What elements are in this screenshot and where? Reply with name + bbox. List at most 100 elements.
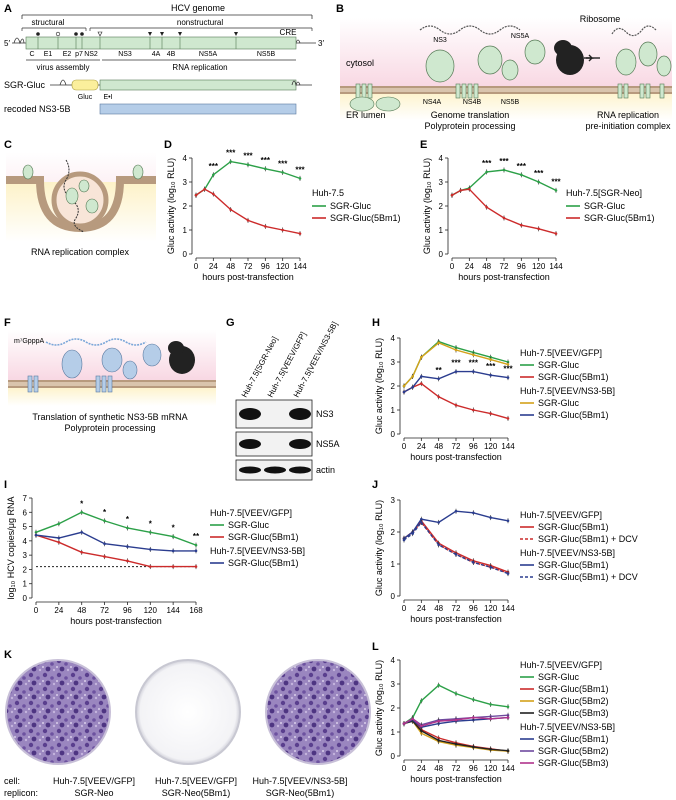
panel-f: F m⁷GpppA Translation of synthetic NS3-5…: [4, 317, 216, 433]
legend-group-title: Huh-7.5[VEEV/NS3-5B]: [520, 548, 615, 558]
data-point: [437, 719, 440, 723]
significance-mark: ***: [503, 365, 513, 374]
x-tick-label: 168: [189, 606, 203, 615]
data-point: [437, 377, 440, 381]
protein-ns5b-label: NS5B: [501, 99, 520, 106]
panel-b: B cytosol Ribosome NS3 NS5A: [336, 3, 672, 131]
segment-e2: E2: [63, 51, 72, 58]
data-point: [506, 363, 510, 366]
y-tick-label: 3: [439, 178, 444, 187]
significance-mark: ***: [261, 156, 271, 165]
data-point: [126, 559, 129, 563]
y-tick-label: 4: [23, 537, 28, 546]
data-point: [454, 692, 458, 695]
significance-mark: *: [103, 508, 107, 517]
y-tick-label: 1: [23, 580, 28, 589]
panel-c: C RNA replication complex: [4, 139, 156, 257]
series-line: [195, 160, 301, 196]
y-tick-label: 6: [23, 508, 28, 517]
series-line: [195, 188, 301, 235]
x-tick-label: 120: [276, 262, 290, 271]
panel-label-k: K: [4, 649, 12, 661]
data-point: [126, 545, 129, 548]
x-tick-label: 48: [482, 262, 491, 271]
gluc-cassette: [71, 79, 99, 91]
x-tick-label: 96: [261, 262, 270, 271]
series-line: [403, 716, 509, 727]
data-point: [489, 565, 492, 569]
x-tick-label: 48: [226, 262, 235, 271]
legend-entry: SGR-Gluc(5Bm1): [228, 558, 299, 568]
ei-label: E•I: [103, 94, 112, 101]
data-point: [402, 722, 406, 725]
significance-mark: *: [80, 499, 84, 508]
series-line: [403, 341, 509, 387]
x-tick-label: 144: [501, 442, 515, 451]
significance-mark: ***: [243, 152, 253, 161]
nonstructural-label: nonstructural: [177, 18, 223, 27]
legend-entry: SGR-Gluc: [538, 360, 580, 370]
legend-entry: SGR-Gluc(5Bm1): [538, 734, 609, 744]
recoded-label: recoded NS3-5B: [4, 104, 71, 114]
band-actin-label: actin: [316, 465, 335, 475]
data-point: [472, 511, 475, 515]
x-tick-label: 72: [452, 764, 461, 773]
x-tick-label: 24: [209, 262, 218, 271]
panel-label-i: I: [4, 479, 7, 491]
panel-label-e: E: [420, 139, 427, 151]
x-tick-label: 24: [465, 262, 474, 271]
series-line: [403, 370, 509, 393]
data-point: [171, 565, 175, 568]
data-point: [506, 376, 510, 379]
data-point: [554, 189, 558, 192]
x-tick-label: 0: [34, 606, 39, 615]
significance-mark: *: [172, 524, 176, 533]
legend-entry: SGR-Gluc(5Bm2): [538, 746, 609, 756]
x-tick-label: 144: [501, 764, 515, 773]
x-tick-label: 48: [434, 442, 443, 451]
data-point: [437, 543, 440, 547]
data-point: [298, 232, 302, 235]
b-caption-1-line-1: Genome translation: [431, 110, 510, 120]
data-point: [281, 228, 284, 232]
data-point: [420, 521, 423, 524]
data-point: [402, 390, 406, 394]
data-point: [489, 373, 492, 377]
data-point: [454, 553, 458, 556]
series-line: [403, 521, 509, 575]
data-point: [472, 716, 475, 719]
data-point: [554, 232, 558, 235]
significance-mark: ***: [469, 359, 479, 368]
cytosol-label: cytosol: [346, 58, 374, 68]
x-tick-label: 48: [77, 606, 86, 615]
x-tick-label: 144: [166, 606, 180, 615]
y-tick-label: 0: [183, 250, 188, 259]
data-point: [472, 698, 475, 701]
data-point: [57, 540, 61, 544]
panel-label-l: L: [372, 641, 379, 653]
y-tick-label: 0: [391, 430, 396, 439]
data-point: [472, 353, 475, 357]
legend-entry: SGR-Gluc: [228, 520, 270, 530]
data-point: [437, 521, 440, 524]
cell-2: Huh-7.5[VEEV/GFP]: [155, 776, 237, 786]
data-point: [468, 187, 471, 191]
significance-mark: ***: [209, 162, 219, 171]
chart-i: 0 1 2 3 4 5 6 7 0 24 48 72 96 120 144 168 hours post-tra…: [6, 494, 305, 626]
significance-mark: ***: [499, 157, 509, 166]
legend-entry: SGR-Gluc(5Bm3): [538, 708, 609, 718]
data-point: [506, 749, 510, 753]
data-point: [298, 177, 302, 180]
panel-label-b: B: [336, 3, 344, 15]
x-tick-label: 120: [484, 604, 498, 613]
series-line: [35, 511, 197, 546]
y-axis-label: Gluc activity (log₁₀ RLU): [374, 660, 384, 756]
replication-vesicle: [51, 171, 109, 229]
y-tick-label: 2: [183, 202, 188, 211]
data-point: [264, 225, 267, 228]
series-line: [35, 531, 196, 552]
